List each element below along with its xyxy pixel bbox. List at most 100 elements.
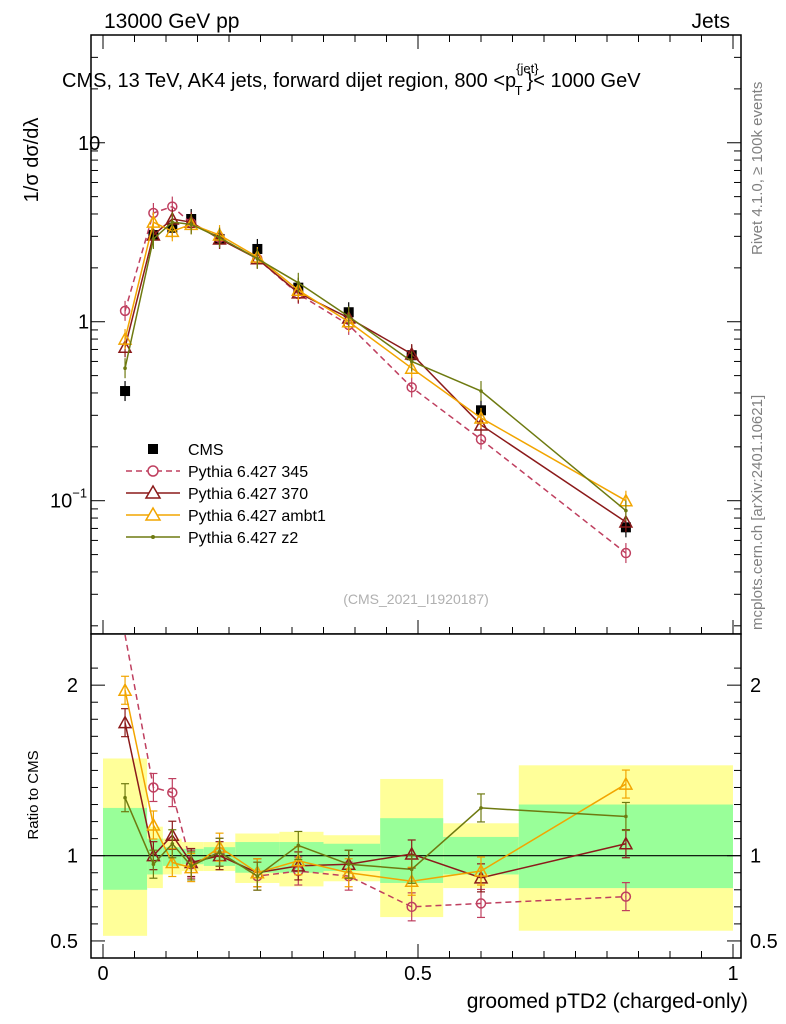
legend-marker <box>144 484 162 499</box>
ratio-point <box>123 795 127 800</box>
ratio-y-tick-label: 0.5 <box>50 931 78 953</box>
data-point <box>151 237 156 241</box>
legend-entry: Pythia 6.427 z2 <box>126 530 298 547</box>
main-title: CMS, 13 TeV, AK4 jets, forward dijet reg… <box>62 61 641 98</box>
ratio-point <box>479 806 483 810</box>
uncertainty-band-inner <box>103 807 148 890</box>
ratio-point <box>146 817 161 831</box>
legend-entry: Pythia 6.427 ambt1 <box>126 506 326 525</box>
data-point <box>624 508 628 513</box>
x-tick-label: 0 <box>97 963 108 985</box>
data-point <box>119 305 131 317</box>
ratio-point <box>170 841 175 846</box>
ratio-ylabel: Ratio to CMS <box>25 750 42 839</box>
main-ylabel: 1/σ dσ/dλ <box>21 118 43 203</box>
data-point <box>479 389 483 393</box>
ratio-point <box>404 873 419 888</box>
header-left: 13000 GeV pp <box>104 10 239 33</box>
title-sup: {jet} <box>516 61 539 76</box>
data-point <box>620 547 632 559</box>
data-point <box>404 360 419 374</box>
ratio-point <box>189 864 193 868</box>
main-y-tick-label-exp: −1 <box>72 486 87 501</box>
mcplots-credit-text: mcplots.cern.ch [arXiv:2401.10621] <box>749 395 766 630</box>
main-y-tick-label-base: 1 <box>78 312 89 334</box>
title-main: CMS, 13 TeV, AK4 jets, forward dijet reg… <box>62 70 516 92</box>
series-4 <box>123 212 628 521</box>
x-tick-label: 0.5 <box>404 963 432 985</box>
data-point <box>473 417 489 431</box>
ratio-point <box>473 863 489 877</box>
ratio-series-3 <box>121 783 630 891</box>
title-end: }< 1000 GeV <box>527 70 642 92</box>
data-point <box>217 235 222 240</box>
legend-label: Pythia 6.427 345 <box>188 464 308 481</box>
main-y-tick-label: 10−1 <box>50 486 87 513</box>
ylabel-text: 1/σ dσ/dλ <box>21 118 43 203</box>
ratio-point <box>151 862 156 867</box>
data-point <box>341 314 356 328</box>
ratio-point <box>618 836 634 850</box>
legend: CMS Pythia 6.427 345 Pythia 6.427 370 Pythi… <box>126 442 326 547</box>
ratio-point <box>475 898 487 909</box>
ratio-point <box>620 891 632 902</box>
data-point <box>165 223 180 238</box>
ratio-point <box>117 682 133 697</box>
data-point <box>146 214 161 228</box>
data-point <box>170 220 175 224</box>
title-sub: T <box>515 83 523 98</box>
analysis-watermark: (CMS_2021_I1920187) <box>343 591 489 607</box>
data-point <box>409 359 414 364</box>
ratio-y-tick-label-right: 2 <box>750 675 761 697</box>
ratio-point <box>406 901 417 913</box>
legend-label: Pythia 6.427 z2 <box>188 530 298 547</box>
main-y-tick-label: 10 <box>78 133 100 155</box>
legend-entry: Pythia 6.427 370 <box>126 484 308 503</box>
ratio-y-tick-label: 2 <box>67 675 78 697</box>
ratio-point <box>296 843 301 848</box>
x-axis-label: groomed pTD2 (charged-only) <box>467 990 748 1013</box>
main-y-tick-label-base: 10 <box>78 133 100 155</box>
ratio-point <box>624 814 628 819</box>
main-y-tick-label: 1 <box>78 312 89 334</box>
ratio-frame <box>90 633 742 959</box>
data-point <box>123 366 127 371</box>
ratio-y-tick-label-right: 0.5 <box>750 931 778 953</box>
data-point <box>473 410 489 424</box>
data-point <box>189 222 193 227</box>
legend-label: CMS <box>188 442 224 459</box>
data-point <box>117 339 133 354</box>
legend-label: Pythia 6.427 ambt1 <box>188 508 326 525</box>
main-frame <box>90 34 742 635</box>
ratio-point <box>167 787 178 798</box>
svg-text:Rivet 4.1.0, ≥ 100k events: Rivet 4.1.0, ≥ 100k events <box>749 82 766 255</box>
legend-marker <box>151 535 155 539</box>
ratio-point <box>255 874 260 878</box>
data-point <box>255 256 260 261</box>
legend-label: Pythia 6.427 370 <box>188 486 308 503</box>
legend-marker <box>148 444 158 454</box>
legend-entry: Pythia 6.427 345 <box>126 464 308 481</box>
legend-marker <box>144 506 162 521</box>
data-point <box>120 386 131 397</box>
data-point <box>117 331 133 345</box>
ratio-point <box>217 850 222 855</box>
ratio-y-tick-label: 1 <box>67 846 78 868</box>
rivet-version-text: Rivet 4.1.0, ≥ 100k events <box>749 82 766 255</box>
ratio-axis-ticks: 0.5 0.5 1 1 2 2 0 0.5 1 <box>50 633 778 985</box>
ratio-point <box>148 782 159 793</box>
ratio-series-layer <box>117 634 634 922</box>
data-point <box>406 382 417 393</box>
legend-entry: CMS <box>148 442 224 459</box>
x-tick-label: 1 <box>727 963 738 985</box>
data-point <box>291 282 306 296</box>
header-right: Jets <box>691 10 730 33</box>
main-y-tick-label-base: 10 <box>50 491 72 513</box>
ratio-ylabel-text: Ratio to CMS <box>25 750 42 839</box>
ratio-point <box>291 853 306 867</box>
data-point <box>618 514 634 528</box>
ratio-point <box>165 854 180 869</box>
data-point <box>296 281 301 285</box>
